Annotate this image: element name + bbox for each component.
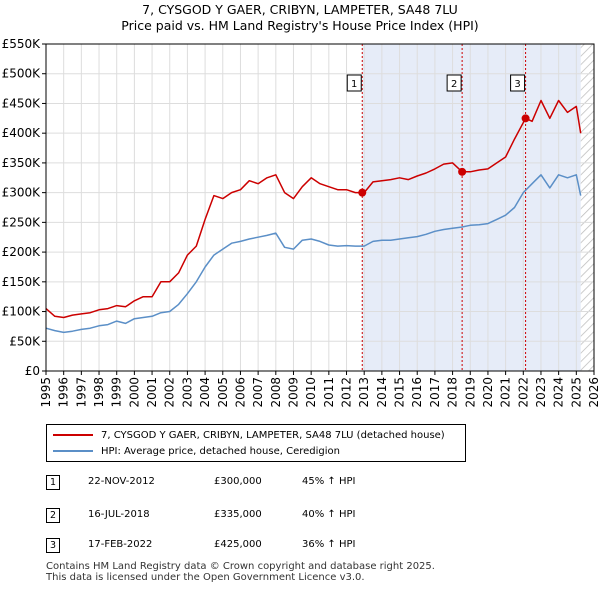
- sale-label-box: [446, 74, 462, 92]
- legend-item-hpi: HPI: Average price, detached house, Cere…: [53, 444, 340, 460]
- x-tick-label: 2013: [357, 377, 371, 408]
- property-line: [45, 99, 582, 319]
- y-tick-label: £400K: [2, 126, 42, 140]
- sale-hpi-change: 40% ↑ HPI: [302, 509, 356, 520]
- shaded-period: [362, 44, 581, 371]
- sale-point: [458, 167, 467, 176]
- sale-row: 3 17-FEB-2022 £425,000 36% ↑ HPI: [46, 537, 446, 557]
- footer-licence: This data is licensed under the Open Gov…: [46, 572, 365, 583]
- y-tick-label: £300K: [2, 186, 42, 200]
- sale-point: [521, 114, 530, 123]
- x-tick-label: 2024: [552, 377, 566, 408]
- x-tick-label: 2026: [587, 377, 600, 408]
- x-tick-label: 2023: [534, 377, 548, 408]
- chart-title-line2: Price paid vs. HM Land Registry's House …: [121, 18, 478, 33]
- sale-point: [358, 188, 367, 197]
- projection-hatch: [580, 44, 594, 371]
- sale-price: £335,000: [214, 509, 262, 520]
- sale-row: 2 16-JUL-2018 £335,000 40% ↑ HPI: [46, 507, 446, 527]
- legend: 7, CYSGOD Y GAER, CRIBYN, LAMPETER, SA48…: [46, 424, 466, 462]
- sale-date: 16-JUL-2018: [88, 509, 150, 520]
- legend-swatch-hpi: [53, 450, 93, 452]
- x-tick-label: 2017: [428, 377, 442, 408]
- sale-label-box: [510, 74, 526, 92]
- x-tick-label: 2002: [163, 377, 177, 408]
- series-group: [45, 99, 582, 334]
- y-tick-label: £0: [25, 364, 40, 378]
- sale-label: 2: [451, 79, 457, 90]
- x-tick-label: 2009: [286, 377, 300, 408]
- x-tick-label: 1998: [92, 377, 106, 408]
- x-tick-label: 2003: [180, 377, 194, 408]
- legend-label-hpi: HPI: Average price, detached house, Cere…: [101, 446, 340, 457]
- sale-label-box: [346, 74, 362, 92]
- x-tick-label: 2001: [145, 377, 159, 408]
- chart-title-line1: 7, CYSGOD Y GAER, CRIBYN, LAMPETER, SA48…: [142, 2, 458, 17]
- x-tick-label: 2022: [516, 377, 530, 408]
- x-tick-label: 2016: [410, 377, 424, 408]
- axes: £0 £50K £100K £150K £200K £250K £300K £350K £400…: [2, 37, 600, 408]
- y-tick-label: £150K: [2, 275, 42, 289]
- x-tick-label: 2015: [393, 377, 407, 408]
- y-tick-label: £550K: [2, 37, 42, 51]
- x-tick-label: 1995: [39, 377, 53, 408]
- legend-label-property: 7, CYSGOD Y GAER, CRIBYN, LAMPETER, SA48…: [101, 430, 445, 441]
- sale-number: 2: [46, 508, 60, 523]
- y-tick-label: £50K: [9, 334, 41, 348]
- x-tick-label: 2007: [251, 377, 265, 408]
- sale-vertical-lines: [361, 44, 527, 371]
- x-tick-label: 1999: [110, 377, 124, 408]
- sale-label: 3: [514, 79, 520, 90]
- footer-copyright: Contains HM Land Registry data © Crown c…: [46, 561, 435, 572]
- x-tick-label: 2005: [216, 377, 230, 408]
- x-tick-label: 1997: [74, 377, 88, 408]
- y-tick-label: £500K: [2, 67, 42, 81]
- legend-swatch-property: [53, 434, 93, 436]
- sale-number: 1: [46, 475, 60, 490]
- sale-date: 17-FEB-2022: [88, 539, 153, 550]
- x-tick-label: 2019: [463, 377, 477, 408]
- y-tick-label: £350K: [2, 156, 42, 170]
- x-tick-label: 2006: [233, 377, 247, 408]
- sale-label: 1: [351, 79, 357, 90]
- sale-price: £300,000: [214, 476, 262, 487]
- x-tick-label: 2000: [127, 377, 141, 408]
- x-tick-label: 2008: [269, 377, 283, 408]
- x-tick-label: 2011: [322, 377, 336, 408]
- x-tick-label: 2014: [375, 377, 389, 408]
- x-tick-label: 1996: [57, 377, 71, 408]
- price-chart: 7, CYSGOD Y GAER, CRIBYN, LAMPETER, SA48…: [2, 2, 600, 408]
- x-tick-label: 2020: [481, 377, 495, 408]
- sale-markers: 1 2 3: [346, 74, 530, 197]
- sale-date: 22-NOV-2012: [88, 476, 155, 487]
- x-tick-label: 2025: [569, 377, 583, 408]
- sale-hpi-change: 36% ↑ HPI: [302, 539, 356, 550]
- sale-hpi-change: 45% ↑ HPI: [302, 476, 356, 487]
- x-tick-label: 2012: [340, 377, 354, 408]
- y-tick-label: £100K: [2, 305, 42, 319]
- x-tick-label: 2018: [446, 377, 460, 408]
- x-tick-label: 2010: [304, 377, 318, 408]
- y-tick-label: £200K: [2, 245, 42, 259]
- y-tick-label: £250K: [2, 215, 42, 229]
- sale-row: 1 22-NOV-2012 £300,000 45% ↑ HPI: [46, 474, 446, 494]
- y-tick-label: £450K: [2, 96, 42, 110]
- legend-item-property: 7, CYSGOD Y GAER, CRIBYN, LAMPETER, SA48…: [53, 428, 445, 444]
- plot-frame: [45, 43, 595, 372]
- sale-number: 3: [46, 538, 60, 553]
- footer: Contains HM Land Registry data © Crown c…: [46, 561, 435, 583]
- x-tick-label: 2021: [499, 377, 513, 408]
- sale-price: £425,000: [214, 539, 262, 550]
- hpi-line: [45, 174, 582, 334]
- x-tick-label: 2004: [198, 377, 212, 408]
